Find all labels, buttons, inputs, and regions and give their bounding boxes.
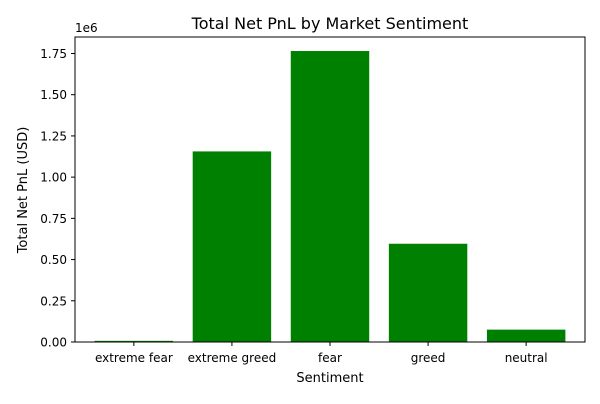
bar-extreme-greed	[192, 151, 272, 342]
y-tick-label: 0.75	[40, 212, 67, 226]
x-ticks-group: extreme fear extreme greed fear greed neutra…	[95, 342, 548, 365]
x-tick-label: extreme greed	[188, 351, 277, 365]
x-tick-label: extreme fear	[95, 351, 173, 365]
chart-title: Total Net PnL by Market Sentiment	[191, 14, 469, 33]
y-tick-label: 0.50	[40, 253, 67, 267]
bar-extreme-fear	[94, 340, 174, 342]
x-tick-label: fear	[318, 351, 342, 365]
x-tick-label: greed	[411, 351, 446, 365]
y-tick-label: 0.00	[40, 336, 67, 350]
plot-frame	[74, 36, 586, 343]
y-tick-label: 1.25	[40, 129, 67, 143]
bar-neutral	[486, 329, 566, 342]
y-axis-label: Total Net PnL (USD)	[16, 127, 31, 255]
bars-group	[94, 51, 566, 342]
bar-fear	[290, 51, 370, 342]
y-ticks-group: 0.00 0.25 0.50 0.75 1.00 1.25 1.50 1.75	[40, 47, 75, 350]
x-axis-label: Sentiment	[296, 371, 363, 386]
bar-greed	[388, 243, 468, 342]
x-tick-label: neutral	[505, 351, 548, 365]
y-tick-label: 1.50	[40, 88, 67, 102]
y-tick-label: 1.00	[40, 171, 67, 185]
y-axis-offset-text: 1e6	[75, 21, 98, 35]
y-tick-label: 0.25	[40, 294, 67, 308]
y-tick-label: 1.75	[40, 47, 67, 61]
